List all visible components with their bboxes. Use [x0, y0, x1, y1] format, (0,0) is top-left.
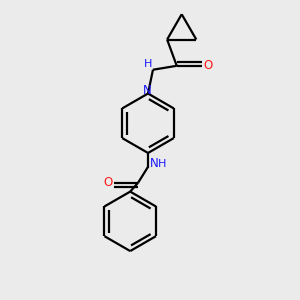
Text: H: H — [158, 159, 166, 169]
Text: N: N — [150, 158, 159, 170]
Text: O: O — [103, 176, 112, 189]
Text: N: N — [143, 69, 152, 97]
Text: H: H — [144, 59, 152, 69]
Text: O: O — [203, 59, 213, 72]
